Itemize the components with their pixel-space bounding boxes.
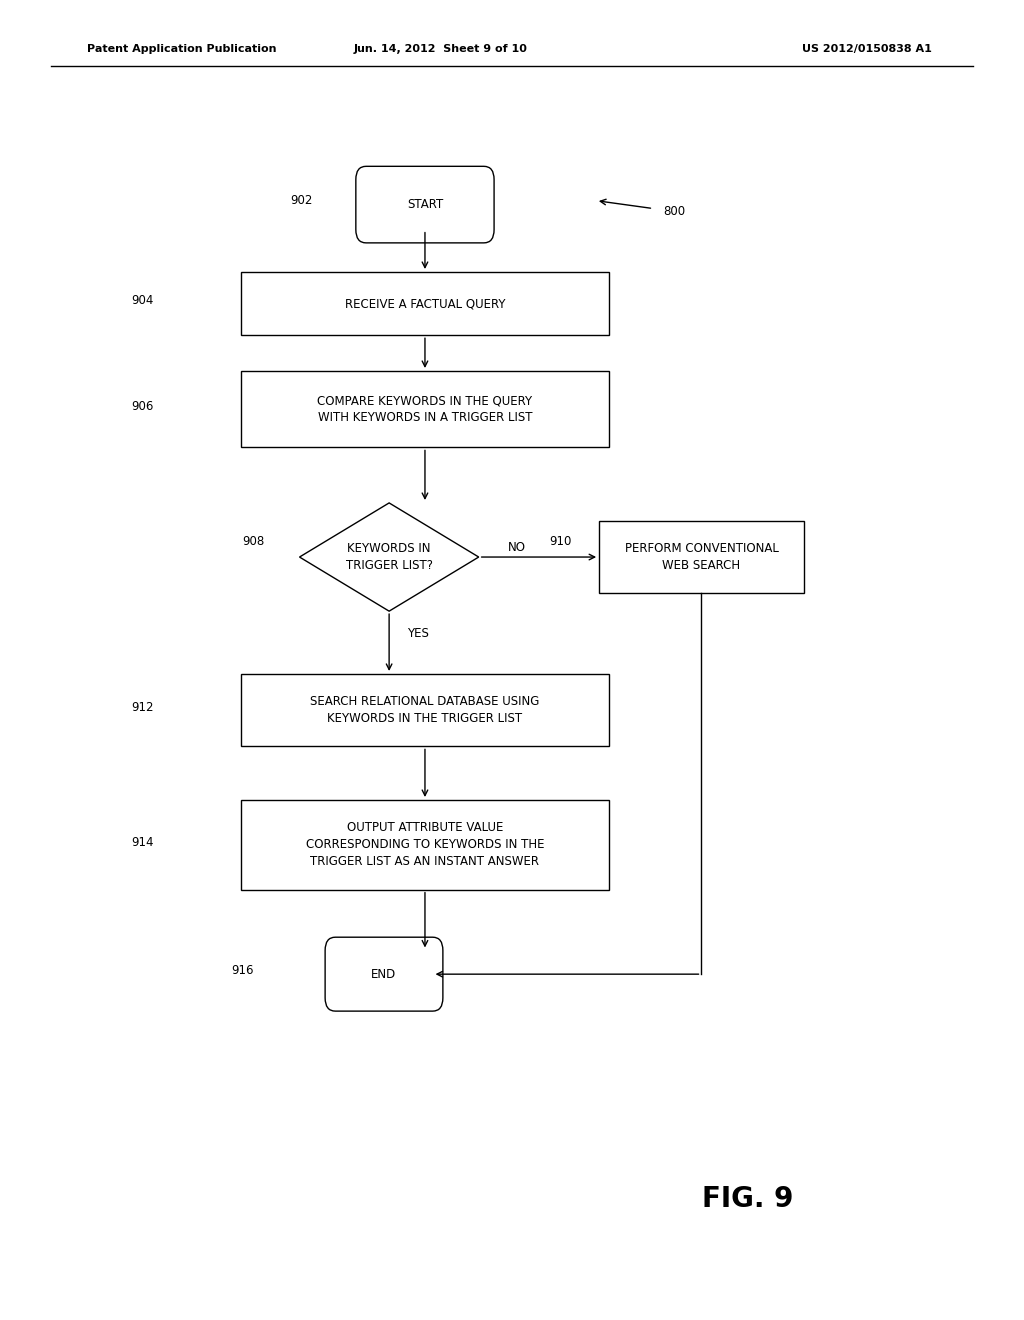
Polygon shape — [299, 503, 479, 611]
Text: US 2012/0150838 A1: US 2012/0150838 A1 — [802, 44, 932, 54]
Text: 914: 914 — [131, 836, 154, 849]
Text: PERFORM CONVENTIONAL
WEB SEARCH: PERFORM CONVENTIONAL WEB SEARCH — [625, 543, 778, 572]
Text: OUTPUT ATTRIBUTE VALUE
CORRESPONDING TO KEYWORDS IN THE
TRIGGER LIST AS AN INSTA: OUTPUT ATTRIBUTE VALUE CORRESPONDING TO … — [306, 821, 544, 869]
Text: 910: 910 — [549, 535, 571, 548]
Text: 902: 902 — [290, 194, 312, 207]
Text: 904: 904 — [131, 294, 154, 308]
Text: Patent Application Publication: Patent Application Publication — [87, 44, 276, 54]
FancyBboxPatch shape — [599, 520, 804, 594]
FancyBboxPatch shape — [326, 937, 442, 1011]
Text: NO: NO — [508, 541, 526, 554]
Text: END: END — [372, 968, 396, 981]
Text: COMPARE KEYWORDS IN THE QUERY
WITH KEYWORDS IN A TRIGGER LIST: COMPARE KEYWORDS IN THE QUERY WITH KEYWO… — [317, 395, 532, 424]
Text: START: START — [407, 198, 443, 211]
FancyBboxPatch shape — [241, 800, 609, 890]
Text: SEARCH RELATIONAL DATABASE USING
KEYWORDS IN THE TRIGGER LIST: SEARCH RELATIONAL DATABASE USING KEYWORD… — [310, 696, 540, 725]
Text: 908: 908 — [242, 535, 264, 548]
Text: FIG. 9: FIG. 9 — [701, 1184, 794, 1213]
Text: 912: 912 — [131, 701, 154, 714]
FancyBboxPatch shape — [356, 166, 494, 243]
Text: 916: 916 — [231, 964, 254, 977]
Text: RECEIVE A FACTUAL QUERY: RECEIVE A FACTUAL QUERY — [345, 297, 505, 310]
Text: YES: YES — [407, 627, 429, 640]
FancyBboxPatch shape — [241, 371, 609, 447]
Text: KEYWORDS IN
TRIGGER LIST?: KEYWORDS IN TRIGGER LIST? — [346, 543, 432, 572]
Text: 906: 906 — [131, 400, 154, 413]
FancyBboxPatch shape — [241, 673, 609, 747]
Text: Jun. 14, 2012  Sheet 9 of 10: Jun. 14, 2012 Sheet 9 of 10 — [353, 44, 527, 54]
FancyBboxPatch shape — [241, 272, 609, 335]
Text: 800: 800 — [664, 205, 686, 218]
